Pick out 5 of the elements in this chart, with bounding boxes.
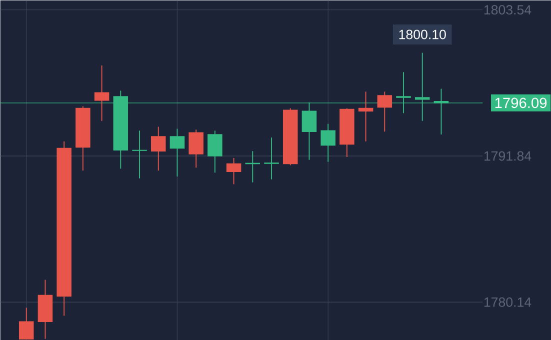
y-tick-label: 1780.14 [484, 297, 532, 307]
ref-line-label: 1796.09 [495, 98, 547, 108]
y-tick-label: 1803.54 [484, 4, 532, 14]
annotation: 1800.10 [399, 30, 446, 39]
y-tick-label: 1791.84 [484, 151, 532, 160]
